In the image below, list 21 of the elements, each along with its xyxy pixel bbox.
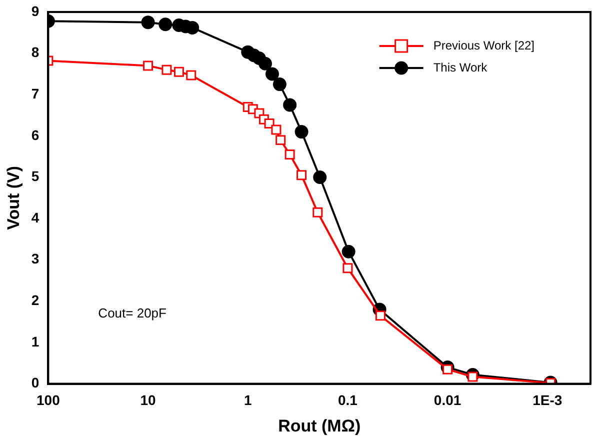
y-tick-label: 2 [31, 292, 40, 308]
y-tick-label: 3 [31, 250, 40, 267]
y-tick-label: 6 [31, 126, 40, 143]
x-tick-label: 1 [244, 392, 252, 408]
y-tick-label: 9 [31, 2, 40, 19]
y-tick-label: 1 [31, 333, 40, 350]
legend-label: Previous Work [22] [433, 38, 535, 52]
y-tick-label: 4 [31, 209, 40, 226]
y-axis-title: Vout (V) [4, 166, 23, 230]
y-tick-label: 7 [31, 85, 40, 102]
x-tick-label: 1E-3 [532, 392, 562, 408]
x-axis-title: Rout (MΩ) [278, 416, 361, 436]
legend-label: This Work [433, 60, 488, 74]
x-tick-label: 100 [36, 392, 60, 408]
y-tick-label: 0 [31, 374, 40, 391]
x-tick-label: 0.01 [434, 392, 462, 408]
y-tick-label: 8 [31, 44, 40, 60]
x-tick-label: 10 [140, 392, 156, 408]
annotation: Cout= 20pF [98, 305, 167, 320]
x-tick-label: 0.1 [338, 392, 358, 408]
y-tick-label: 5 [31, 168, 40, 184]
